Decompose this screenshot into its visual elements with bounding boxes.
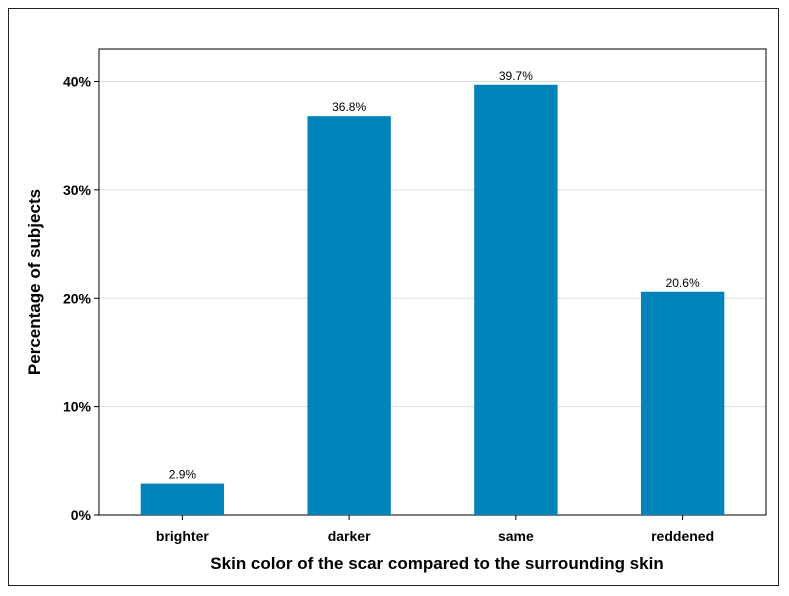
data-label-same: 39.7%	[499, 69, 533, 83]
data-label-darker: 36.8%	[332, 100, 366, 114]
bar-darker	[307, 116, 391, 515]
x-tick-label-brighter: brighter	[156, 528, 209, 544]
y-tick-label: 0%	[71, 507, 92, 523]
y-tick-label: 30%	[63, 182, 92, 198]
bars	[140, 84, 725, 515]
data-label-brighter: 2.9%	[169, 468, 197, 482]
y-axis-ticks: 0% 10% 20% 30% 40%	[63, 74, 99, 523]
data-labels: 2.9% 36.8% 39.7% 20.6%	[169, 69, 700, 482]
bar-same	[474, 84, 558, 515]
x-tick-label-darker: darker	[328, 528, 371, 544]
x-tick-label-reddened: reddened	[651, 528, 714, 544]
y-tick-label: 10%	[63, 399, 92, 415]
y-tick-label: 40%	[63, 74, 92, 90]
bar-brighter	[140, 483, 225, 515]
y-tick-label: 20%	[63, 290, 92, 306]
x-axis-ticks: brighter darker same reddened	[156, 515, 714, 544]
x-tick-label-same: same	[498, 528, 534, 544]
data-label-reddened: 20.6%	[666, 276, 700, 290]
plot-area	[98, 48, 767, 516]
bar-reddened	[640, 291, 725, 515]
x-axis-title: Skin color of the scar compared to the s…	[210, 554, 663, 573]
y-axis-title: Percentage of subjects	[25, 189, 44, 375]
